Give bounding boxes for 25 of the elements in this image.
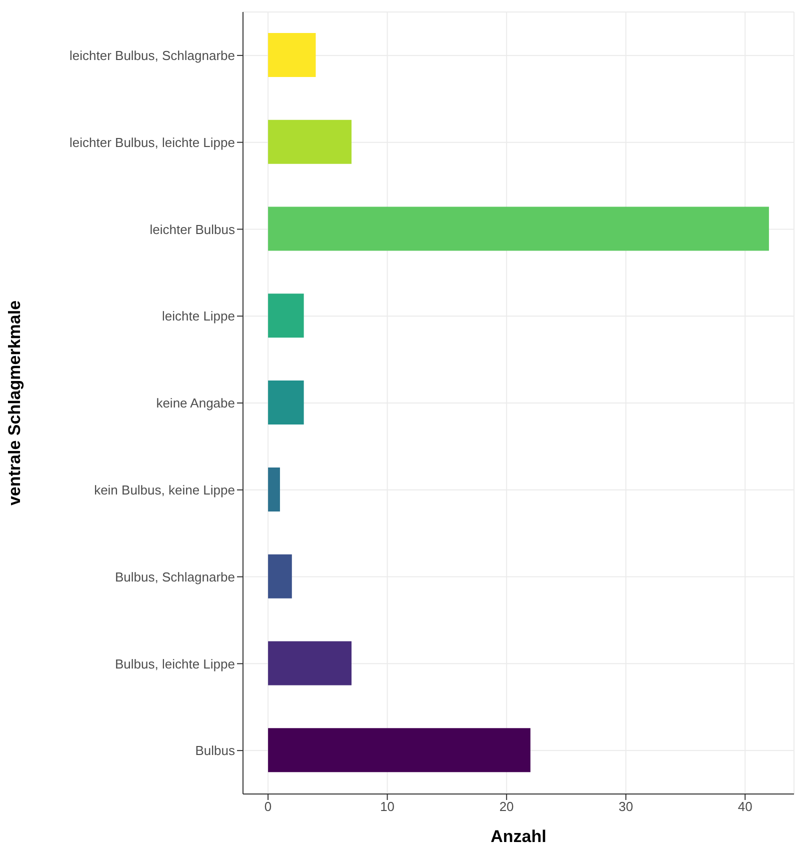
bar (268, 641, 352, 686)
y-tick-label: leichter Bulbus, leichte Lippe (70, 134, 235, 150)
bar (268, 380, 304, 425)
x-tick-label: 30 (618, 799, 634, 814)
x-tick-label: 20 (499, 799, 514, 814)
bar (268, 467, 280, 512)
x-tick-label: 10 (380, 799, 395, 814)
bar (268, 33, 316, 77)
y-tick-label: keine Angabe (156, 396, 235, 411)
bar (268, 294, 304, 338)
x-tick-label: 0 (264, 799, 272, 814)
y-tick-label: leichte Lippe (162, 308, 235, 324)
y-tick-label: kein Bulbus, keine Lippe (94, 482, 235, 498)
y-axis-title: ventrale Schlagmerkmale (5, 300, 24, 506)
y-tick-label: Bulbus, leichte Lippe (115, 656, 235, 672)
bar (268, 206, 769, 251)
bar (268, 120, 352, 164)
x-tick-label: 40 (738, 799, 752, 814)
y-tick-label: Bulbus, Schlagnarbe (115, 569, 235, 584)
bar (268, 728, 530, 772)
x-axis-title: Anzahl (490, 827, 546, 846)
y-tick-label: leichter Bulbus (150, 222, 236, 237)
bar (268, 554, 292, 598)
y-tick-label: Bulbus (195, 743, 236, 758)
y-tick-label: leichter Bulbus, Schlagnarbe (70, 48, 235, 64)
